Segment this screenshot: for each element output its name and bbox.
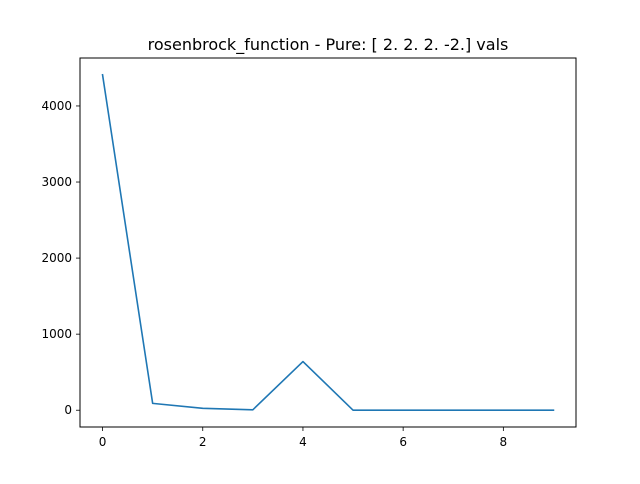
y-tick-label: 1000 xyxy=(41,327,72,341)
x-tick-label: 8 xyxy=(500,435,508,449)
chart-title: rosenbrock_function - Pure: [ 2. 2. 2. -… xyxy=(148,35,509,55)
y-tick-label: 2000 xyxy=(41,251,72,265)
x-tick-label: 0 xyxy=(99,435,107,449)
y-tick-label: 4000 xyxy=(41,99,72,113)
y-tick-label: 0 xyxy=(64,403,72,417)
x-tick-label: 4 xyxy=(299,435,307,449)
y-tick-label: 3000 xyxy=(41,175,72,189)
x-tick-label: 6 xyxy=(399,435,407,449)
x-tick-label: 2 xyxy=(199,435,207,449)
